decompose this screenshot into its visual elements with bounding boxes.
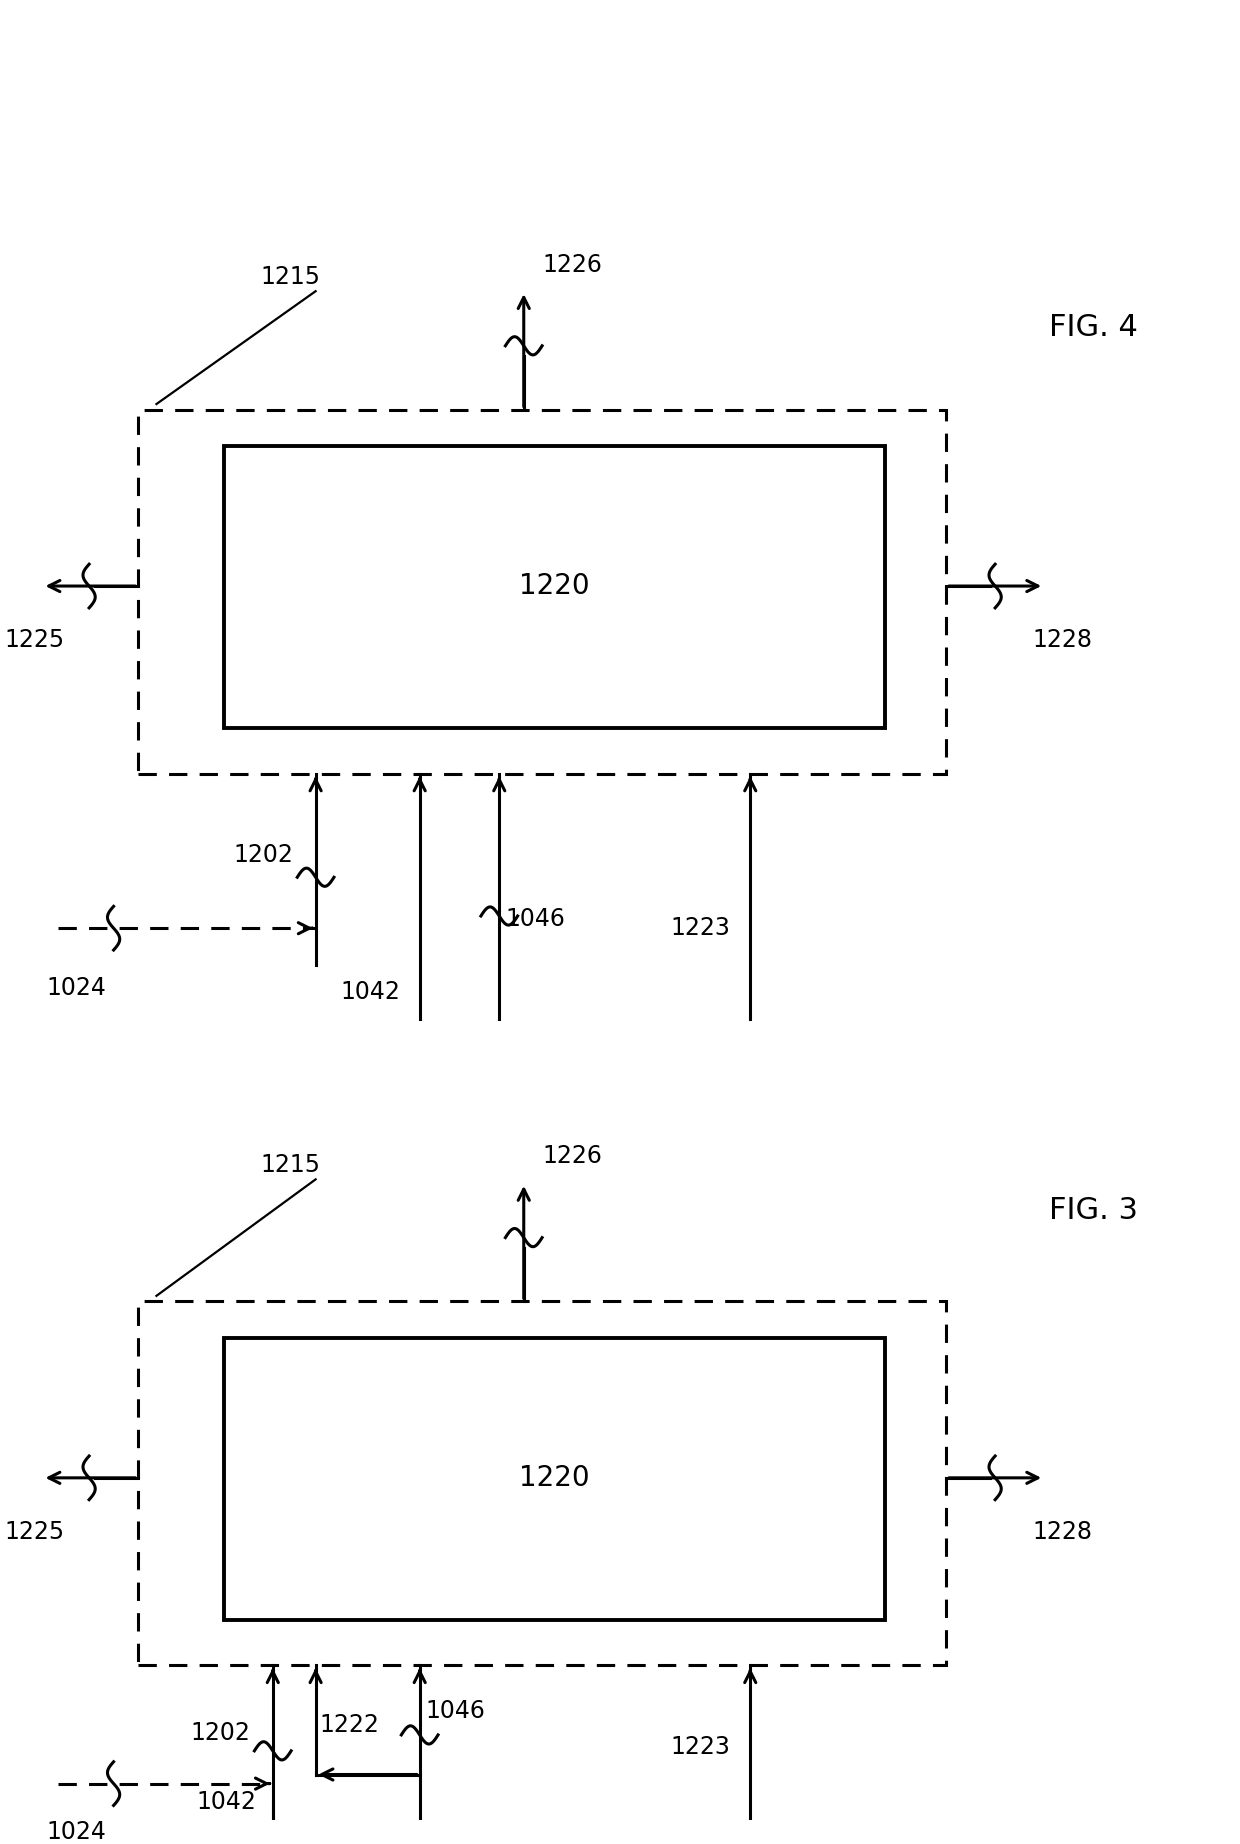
Text: 1226: 1226 <box>542 253 601 277</box>
Text: 1222: 1222 <box>319 1713 379 1737</box>
Text: 1042: 1042 <box>340 979 401 1003</box>
Text: 1046: 1046 <box>506 907 565 931</box>
Text: 1228: 1228 <box>1033 1519 1092 1543</box>
Text: 1220: 1220 <box>520 572 590 599</box>
Text: 1215: 1215 <box>260 266 320 290</box>
Text: 1220: 1220 <box>520 1464 590 1492</box>
Text: 1225: 1225 <box>4 1519 64 1543</box>
FancyBboxPatch shape <box>223 446 885 728</box>
Text: 1202: 1202 <box>191 1720 250 1744</box>
Text: 1024: 1024 <box>46 1820 107 1844</box>
Text: FIG. 3: FIG. 3 <box>1049 1195 1137 1224</box>
Text: 1226: 1226 <box>542 1145 601 1169</box>
Text: 1202: 1202 <box>233 843 294 867</box>
Text: 1225: 1225 <box>4 629 64 653</box>
Text: 1215: 1215 <box>260 1152 320 1176</box>
Text: 1228: 1228 <box>1033 629 1092 653</box>
Text: 1223: 1223 <box>671 1735 730 1759</box>
Text: 1024: 1024 <box>46 975 107 999</box>
Text: 1223: 1223 <box>671 916 730 940</box>
Text: 1042: 1042 <box>197 1791 257 1814</box>
Text: FIG. 4: FIG. 4 <box>1049 313 1137 343</box>
FancyBboxPatch shape <box>223 1337 885 1619</box>
Text: 1046: 1046 <box>425 1698 486 1722</box>
